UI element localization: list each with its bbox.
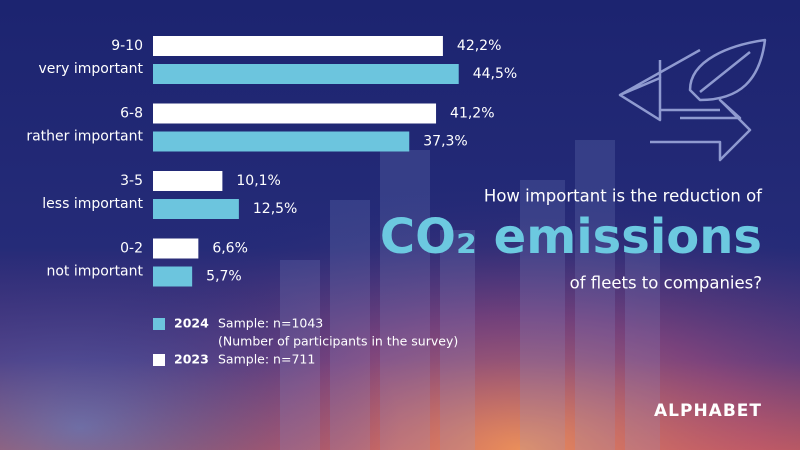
leaf-arrows-icon xyxy=(618,38,767,162)
bar xyxy=(153,238,199,259)
title-line: How important is the reduction of xyxy=(484,187,763,206)
bar xyxy=(153,131,410,152)
category-label: 0-2 xyxy=(120,241,143,257)
value-label: 12,5% xyxy=(253,201,297,217)
bar xyxy=(153,266,193,287)
title-highlight: CO₂ emissions xyxy=(380,209,762,265)
category-label: 6-8 xyxy=(120,106,143,122)
category-description: less important xyxy=(42,196,143,212)
legend-sample: Sample: n=711 xyxy=(218,352,315,367)
category-label: 9-10 xyxy=(111,38,143,54)
brand: ALPHABET xyxy=(654,401,762,421)
bar xyxy=(153,103,437,124)
bar xyxy=(153,36,443,56)
title-line: of fleets to companies? xyxy=(570,274,762,293)
value-label: 44,5% xyxy=(473,66,517,82)
legend-sample: Sample: n=1043 xyxy=(218,316,323,331)
bar xyxy=(153,171,223,191)
legend-swatch xyxy=(153,354,165,366)
category-description: not important xyxy=(46,264,143,280)
legend-label: 2024 xyxy=(174,316,209,331)
category-label: 3-5 xyxy=(120,173,143,189)
value-label: 10,1% xyxy=(236,173,280,189)
category-description: rather important xyxy=(26,129,143,145)
category-description: very important xyxy=(38,61,143,77)
value-label: 37,3% xyxy=(423,134,467,150)
city-silhouette xyxy=(280,140,660,450)
legend-swatch xyxy=(153,318,165,330)
legend-label: 2023 xyxy=(174,352,209,367)
bar xyxy=(153,64,459,84)
value-label: 42,2% xyxy=(457,38,501,54)
value-label: 5,7% xyxy=(206,269,242,285)
legend-note: (Number of participants in the survey) xyxy=(218,334,458,349)
bar xyxy=(153,199,239,219)
value-label: 41,2% xyxy=(450,106,494,122)
value-label: 6,6% xyxy=(212,241,248,257)
